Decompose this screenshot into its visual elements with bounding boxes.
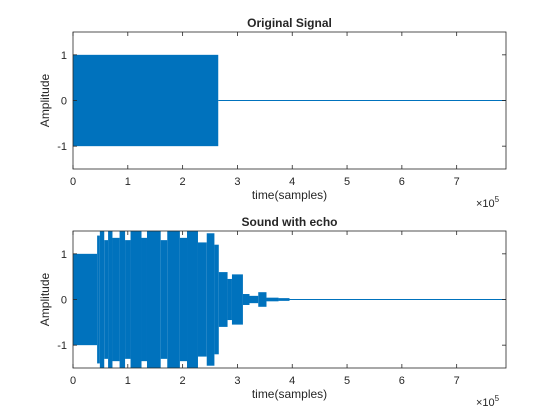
x-tick-label: 1 <box>125 375 131 387</box>
signal-segment <box>99 231 105 368</box>
x-tick-label: 0 <box>70 176 76 188</box>
x-tick-label: 3 <box>234 176 240 188</box>
y-axis-label: Amplitude <box>38 273 52 327</box>
x-tick-label: 3 <box>234 375 240 387</box>
signal-segment <box>242 294 250 305</box>
signal-segment <box>125 240 131 359</box>
x-exponent-label: ×105 <box>476 394 500 409</box>
chart-title: Sound with echo <box>242 215 338 229</box>
signal-segment <box>258 292 267 307</box>
y-axis-label: Amplitude <box>38 74 52 128</box>
x-tick-label: 6 <box>399 375 405 387</box>
plot-original-signal: 0 1 2 3 4 5 6 7 1 0 -1 Original Signal time(samples)… <box>38 16 507 210</box>
y-tick-label: 1 <box>61 249 67 261</box>
signal-segment <box>167 231 180 368</box>
x-tick-label: 1 <box>125 176 131 188</box>
signal-segment <box>73 54 219 147</box>
signal-segment <box>119 231 126 368</box>
signal-segment <box>104 240 109 359</box>
x-axis-label: time(samples) <box>252 387 327 401</box>
x-axis-label: time(samples) <box>252 188 327 202</box>
signal-segment <box>97 235 100 364</box>
signal-segment <box>179 237 188 362</box>
signal-segment <box>218 272 228 327</box>
x-tick-label: 5 <box>344 176 350 188</box>
x-tick-label: 6 <box>399 176 405 188</box>
x-exponent-label: ×105 <box>476 195 500 210</box>
plot-sound-with-echo: 0 1 2 3 4 5 6 7 1 0 -1 Sound with echo time(samples)… <box>38 215 507 409</box>
signal-segment <box>266 297 279 302</box>
x-tick-label: 5 <box>344 375 350 387</box>
signal-segment <box>227 278 232 321</box>
signal-segment <box>160 240 168 359</box>
signal-segment <box>141 237 147 362</box>
x-tick-label: 4 <box>289 176 295 188</box>
signal-segment <box>130 231 142 368</box>
signal-segment <box>206 233 215 366</box>
signal-segment <box>278 298 290 301</box>
y-tick-label: 0 <box>61 96 67 108</box>
signal-segment <box>112 237 120 362</box>
chart-title: Original Signal <box>247 16 332 30</box>
x-tick-label: 4 <box>289 375 295 387</box>
x-tick-label: 0 <box>70 375 76 387</box>
signal-segment <box>249 295 259 304</box>
y-tick-label: -1 <box>57 340 67 352</box>
y-tick-label: -1 <box>57 141 67 153</box>
x-tick-label: 7 <box>454 375 460 387</box>
signal-segment <box>146 231 161 368</box>
y-tick-label: 0 <box>61 295 67 307</box>
signal-segment <box>214 244 219 355</box>
x-tick-label: 2 <box>180 375 186 387</box>
signal-segment <box>73 253 98 346</box>
signal-segment <box>231 274 243 325</box>
y-tick-label: 1 <box>61 50 67 62</box>
signal-segment <box>187 231 198 368</box>
x-tick-label: 2 <box>180 176 186 188</box>
x-tick-label: 7 <box>454 176 460 188</box>
signal-segment <box>197 242 207 357</box>
signal-segment <box>108 231 113 368</box>
